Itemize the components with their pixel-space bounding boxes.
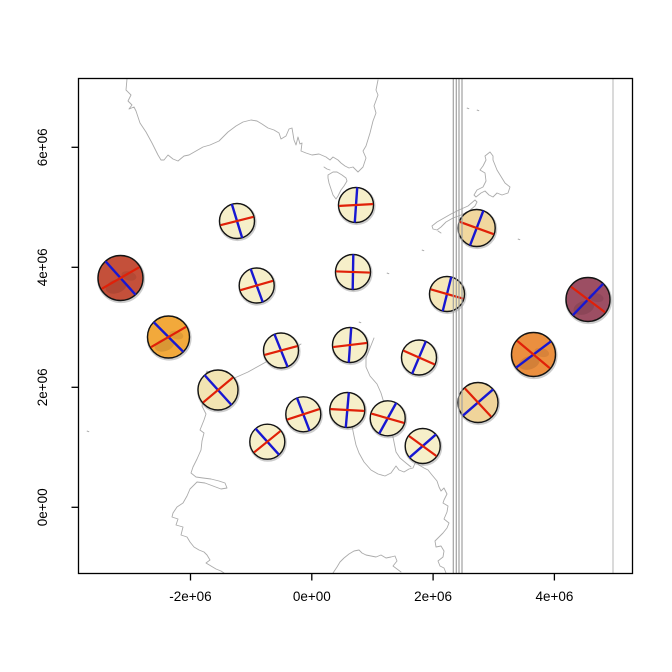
station-glyph <box>97 254 146 304</box>
map-speck <box>386 272 390 275</box>
map-artifact-lines-layer <box>452 78 614 574</box>
glyph-red-line <box>408 435 437 457</box>
x-axis-tick-label: 4e+06 <box>535 589 573 604</box>
station-glyph <box>565 276 613 325</box>
y-axis-tick-label: 0e+00 <box>35 488 50 526</box>
station-glyph <box>337 186 376 226</box>
glyph-texture-patch <box>573 300 595 315</box>
map-speck <box>358 321 362 324</box>
glyph-red-line <box>464 387 492 418</box>
glyph-red-line <box>286 408 320 421</box>
y-axis-tick-label: 6e+06 <box>35 128 50 166</box>
axis-layer: -2e+06 0e+00 2e+06 4e+06 0e+00 2e+06 4e+06 6e+0… <box>35 77 634 604</box>
x-axis-tick-label: 0e+00 <box>293 589 331 604</box>
map-speck <box>517 238 521 241</box>
station-glyph <box>284 396 323 435</box>
glyph-red-line <box>335 270 371 274</box>
glyph-texture-patch <box>121 271 137 281</box>
glyph-red-line <box>220 216 254 226</box>
glyph-red-line <box>371 412 405 424</box>
coastline-path <box>351 425 450 574</box>
station-glyph <box>428 275 467 315</box>
station-glyph <box>197 369 241 413</box>
glyph-texture-patch <box>169 330 184 340</box>
glyph-layer <box>97 186 613 467</box>
station-glyph <box>457 381 501 426</box>
station-glyph <box>238 267 277 306</box>
glyph-red-line <box>332 341 368 349</box>
station-glyph <box>510 331 558 380</box>
coastline-path <box>332 549 402 574</box>
station-glyph <box>248 423 287 462</box>
x-axis-tick-label: -2e+06 <box>169 589 211 604</box>
glyph-red-line <box>150 326 187 348</box>
station-glyph <box>404 427 443 467</box>
plot-box-border <box>77 77 634 575</box>
glyph-red-line <box>264 345 298 356</box>
glyph-red-line <box>330 408 365 412</box>
glyph-red-line <box>338 203 374 207</box>
glyph-red-line <box>240 279 274 292</box>
coastline-path <box>327 171 348 200</box>
glyph-red-line <box>570 286 606 313</box>
glyph-texture-patch <box>519 355 540 370</box>
glyph-red-line <box>516 340 551 369</box>
coastline-path <box>473 151 511 198</box>
glyph-red-line <box>202 377 234 403</box>
station-glyph <box>457 208 498 250</box>
map-speck <box>86 430 90 433</box>
glyph-red-line <box>253 430 281 453</box>
map-speck <box>476 109 480 112</box>
glyph-red-line <box>101 266 140 290</box>
glyph-red-line <box>459 221 494 235</box>
y-axis-tick-label: 2e+06 <box>35 368 50 406</box>
station-glyph <box>369 400 408 439</box>
coastline-path <box>437 230 442 234</box>
station-glyph <box>262 332 301 371</box>
glyph-red-line <box>403 349 435 366</box>
map-speck <box>466 107 470 110</box>
station-glyph <box>146 315 192 361</box>
x-axis-tick-label: 2e+06 <box>414 589 452 604</box>
station-glyph <box>331 326 370 366</box>
y-axis-tick-label: 4e+06 <box>35 248 50 286</box>
map-speck <box>421 249 425 252</box>
coastline-path <box>323 166 331 171</box>
station-glyph <box>400 339 439 378</box>
coastline-path <box>171 343 302 574</box>
coastline-path <box>125 78 379 173</box>
station-glyph <box>218 202 257 242</box>
glyph-red-line <box>430 288 464 300</box>
station-glyph <box>328 391 367 431</box>
station-glyph <box>334 253 373 293</box>
